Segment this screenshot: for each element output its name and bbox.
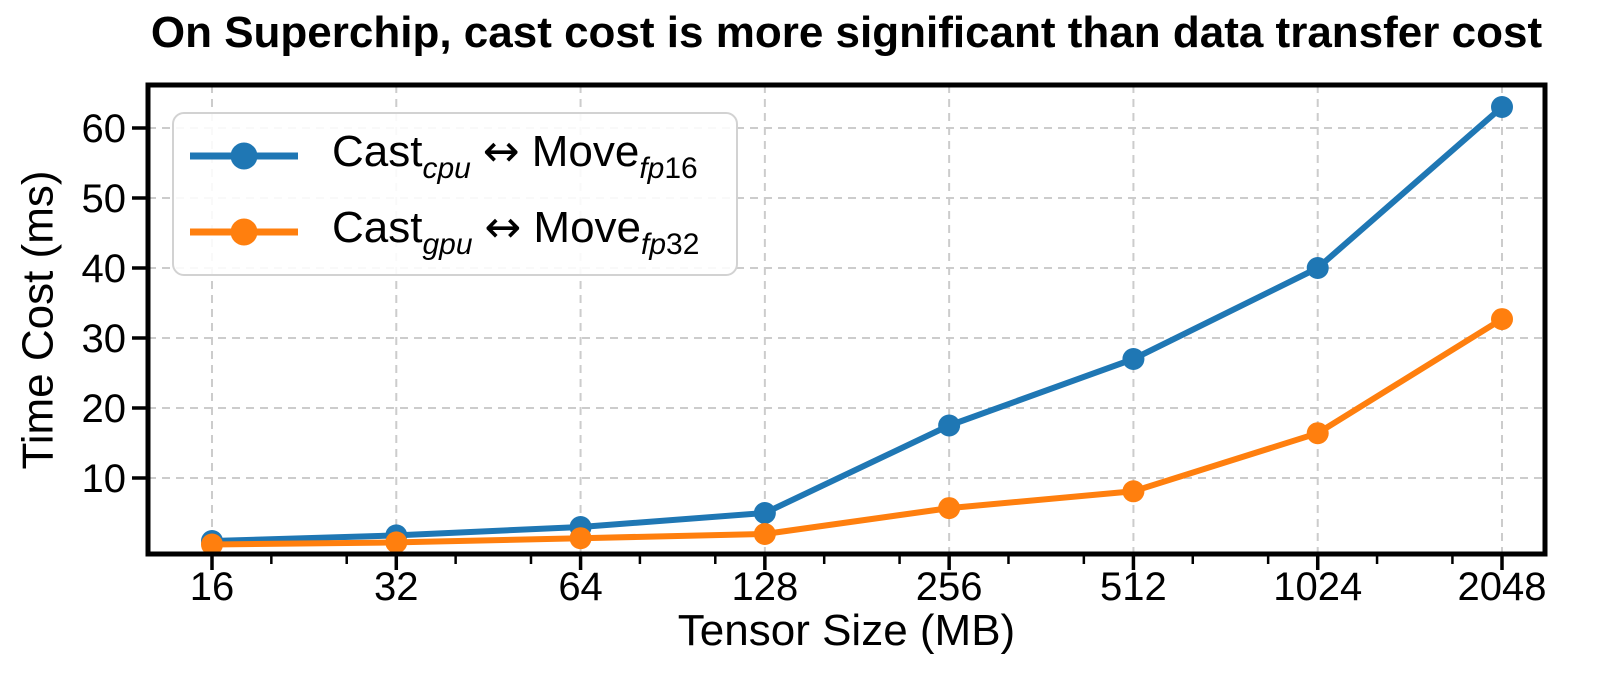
data-point-1-2048 [1491,308,1513,331]
data-point-1-32 [385,531,408,554]
y-tick-label-20: 20 [82,387,127,431]
data-point-1-1024 [1306,422,1329,445]
legend-label: Castcpu ↔ Movefp16 [332,126,698,186]
legend-marker-icon [190,142,298,170]
series-line-1 [209,316,1505,548]
x-tick-label-256: 256 [916,565,983,609]
data-point-0-256 [938,414,961,437]
y-tick-label-10: 10 [82,457,127,501]
y-axis-label: Time Cost (ms) [14,169,63,470]
x-tick-label-512: 512 [1100,565,1167,609]
y-axis-label-container: Time Cost (ms) [0,85,78,554]
x-tick-label-2048: 2048 [1458,565,1547,609]
x-tick-label-32: 32 [374,565,419,609]
series-group [201,96,1513,554]
x-tick-label-16: 16 [190,565,235,609]
legend-marker-icon [190,218,298,246]
chart-title: On Superchip, cast cost is more signific… [150,8,1543,57]
data-point-0-1024 [1306,257,1329,279]
tick-labels: 16 32 64 128 256 512 1024 2048 10 20 30 40 50 60 [82,107,1547,609]
legend-item-cast-cpu-move-fp16: Castcpu ↔ Movefp16 [184,119,726,193]
x-tick-label-64: 64 [558,565,603,609]
y-tick-label-40: 40 [82,247,127,291]
y-tick-label-60: 60 [82,107,127,151]
x-tick-label-128: 128 [731,565,798,609]
series-line-0 [209,104,1505,544]
data-point-1-256 [938,497,961,520]
data-point-1-512 [1122,480,1145,503]
data-point-1-16 [201,533,223,554]
legend-item-cast-gpu-move-fp32: Castgpu ↔ Movefp32 [184,195,726,269]
data-point-0-128 [753,502,776,524]
legend-label: Castgpu ↔ Movefp32 [332,201,700,261]
x-axis-label: Tensor Size (MB) [677,606,1016,655]
data-point-1-64 [569,527,592,550]
data-point-0-512 [1122,348,1145,370]
legend: Castcpu ↔ Movefp16 Castgpu ↔ Movefp32 [172,112,738,276]
data-point-1-128 [753,523,776,545]
data-point-0-2048 [1491,96,1513,118]
y-tick-label-30: 30 [82,317,127,361]
plot-border [145,82,1548,557]
y-tick-label-50: 50 [82,177,127,221]
tick-marks [132,126,1504,570]
x-tick-label-1024: 1024 [1273,565,1362,609]
